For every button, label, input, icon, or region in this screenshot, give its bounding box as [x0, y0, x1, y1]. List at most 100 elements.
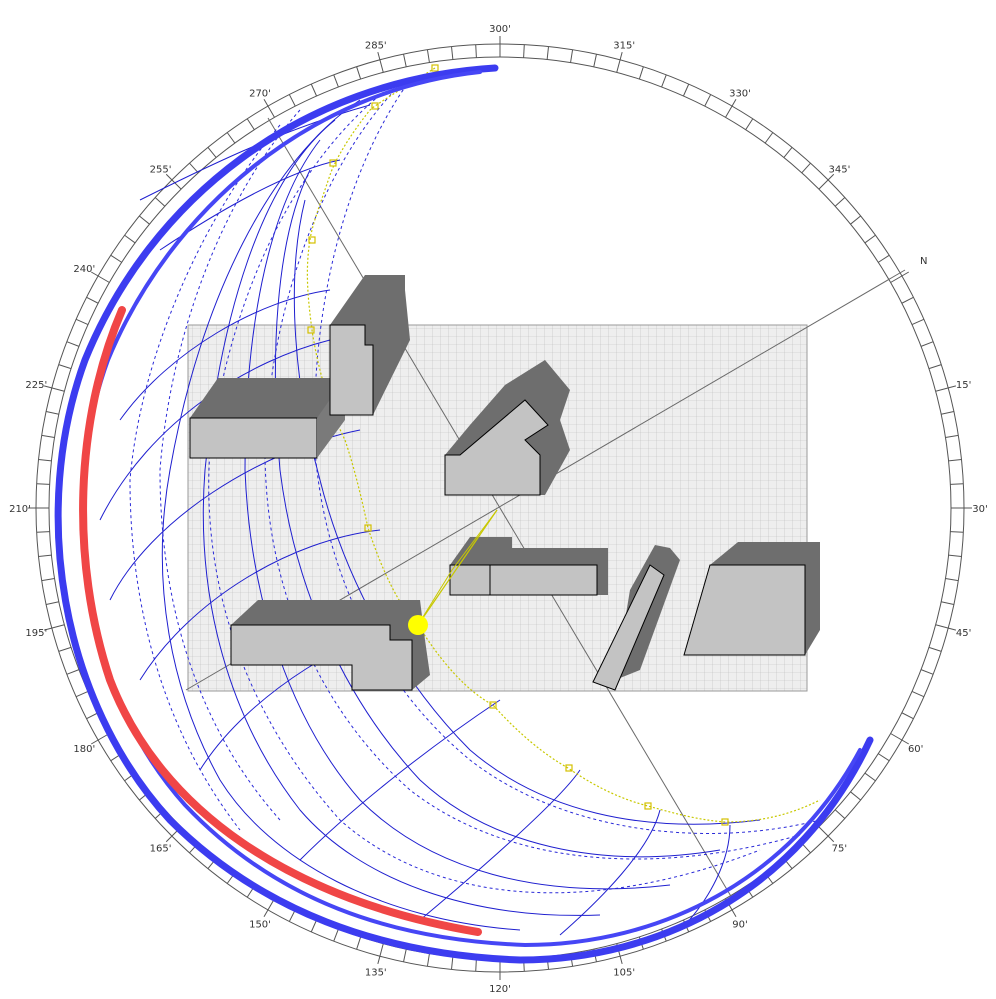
compass-tick: [928, 646, 942, 652]
compass-tick: [263, 898, 275, 918]
compass-tick: [764, 132, 774, 144]
degree-label: 225': [25, 380, 47, 391]
compass-tick: [36, 531, 50, 533]
compass-tick: [90, 271, 110, 283]
compass-tick: [864, 772, 876, 782]
compass-tick: [818, 826, 835, 843]
compass-tick: [935, 385, 957, 392]
degree-label: 60': [908, 744, 923, 755]
compass-tick: [189, 162, 199, 174]
day-arc-g: [419, 769, 581, 921]
degree-label: 75': [832, 843, 847, 854]
dashed-line-4: [159, 109, 301, 821]
sun-marker: [307, 326, 315, 334]
compass-tick: [66, 341, 80, 347]
compass-tick: [356, 66, 362, 80]
compass-tick: [901, 712, 914, 720]
compass-tick: [41, 578, 55, 582]
degree-label: 180': [73, 744, 95, 755]
degree-label: 270': [249, 88, 271, 99]
compass-tick: [941, 601, 954, 605]
red-arc: [79, 306, 482, 936]
compass-tick: [901, 296, 914, 304]
compass-tick: [850, 791, 861, 801]
compass-tick: [139, 215, 150, 225]
compass-tick: [850, 215, 861, 225]
compass-tick: [948, 554, 962, 557]
sun-marker: [721, 818, 729, 826]
hour-line-2: [202, 119, 601, 916]
blue-arc-inner: [79, 70, 862, 948]
degree-label: 330': [729, 88, 751, 99]
compass-tick: [403, 54, 407, 67]
compass-tick: [801, 162, 811, 174]
compass-tick: [288, 94, 296, 107]
compass-tick: [616, 51, 623, 73]
sun-path-trace: [306, 64, 821, 826]
degree-label: 105': [613, 968, 635, 979]
sun-icon: [408, 615, 428, 635]
compass-tick: [110, 254, 123, 263]
day-arc-a: [119, 289, 331, 421]
compass-tick: [86, 296, 99, 304]
compass-tick: [165, 173, 182, 190]
building-3: [444, 360, 570, 496]
compass-tick: [124, 234, 136, 244]
compass-tick: [36, 483, 50, 485]
sun-marker: [431, 64, 439, 72]
compass-tick: [546, 46, 549, 60]
compass-tick: [310, 919, 318, 933]
building-6: [683, 542, 820, 656]
compass-tick: [911, 690, 925, 698]
degree-label: 240': [73, 264, 95, 275]
compass-tick: [745, 118, 754, 131]
compass-tick: [75, 318, 89, 326]
compass-tick: [356, 936, 362, 950]
compass-tick: [475, 44, 477, 58]
compass-tick: [263, 98, 275, 118]
compass-tick: [682, 83, 690, 97]
compass-tick: [426, 49, 430, 63]
compass-tick: [920, 669, 934, 675]
compass-tick: [911, 318, 925, 326]
compass-tick: [377, 943, 384, 965]
compass-tick: [948, 459, 962, 462]
day-arc-h: [559, 809, 661, 936]
degree-label: 210': [9, 504, 31, 515]
compass-tick: [377, 51, 384, 73]
degree-label: 150': [249, 920, 271, 931]
sun-path-dashed-grid: [129, 79, 821, 894]
compass-tick: [38, 459, 52, 462]
degree-label: 15': [956, 380, 971, 391]
compass-tick: [661, 74, 667, 88]
degree-label: 285': [365, 40, 387, 51]
compass-tick: [333, 928, 339, 942]
degree-label: 120': [489, 984, 511, 995]
compass-tick: [570, 49, 574, 63]
compass-tick: [90, 733, 110, 745]
compass-tick: [246, 118, 255, 131]
compass-tick: [451, 46, 454, 60]
compass-tick: [403, 949, 407, 962]
compass-tick: [864, 234, 876, 244]
compass-tick: [945, 434, 959, 438]
compass-tick: [523, 44, 525, 58]
sun-marker: [329, 159, 337, 167]
compass-tick: [426, 953, 430, 967]
compass-tick: [46, 601, 59, 605]
compass-tick: [226, 132, 236, 144]
compass-tick: [783, 147, 793, 158]
compass-tick: [890, 733, 910, 745]
compass-tick: [38, 554, 52, 557]
dashed-line-2: [264, 89, 801, 860]
compass-tick: [451, 956, 454, 970]
compass-tick: [593, 54, 597, 67]
sun-marker: [644, 802, 652, 810]
degree-label: 195': [25, 628, 47, 639]
sun-marker: [308, 236, 316, 244]
building-7: [230, 600, 430, 691]
sun-path-line: [306, 67, 821, 823]
building-5: [592, 545, 680, 691]
degree-label: 345': [828, 165, 850, 176]
day-arc-d: [139, 529, 381, 681]
